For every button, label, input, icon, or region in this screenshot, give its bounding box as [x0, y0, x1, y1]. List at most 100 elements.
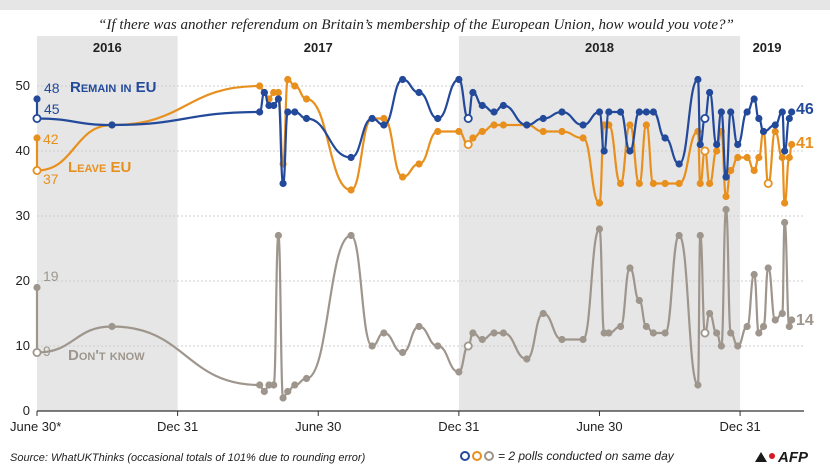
y-tick-30: 30: [16, 208, 30, 223]
legend-hollow-remain: [460, 451, 470, 461]
data-point-remain-31: [616, 108, 625, 116]
data-point-remain-21: [478, 101, 486, 110]
data-point-remain-48: [750, 95, 758, 103]
data-point-dontknow-52: [771, 316, 779, 324]
data-point-dontknow-31: [616, 322, 625, 331]
data-point-remain-7: [274, 95, 282, 103]
start-value-dontknow-0: 19: [43, 268, 59, 284]
data-point-leave-53: [778, 153, 786, 162]
year-label-2018: 2018: [585, 40, 614, 55]
data-point-remain-10: [291, 108, 299, 116]
start-value-remain-1: 45: [44, 101, 60, 117]
data-point-leave-0: [33, 134, 41, 142]
data-point-leave-18: [455, 127, 463, 136]
start-value-leave-1: 37: [43, 171, 59, 187]
data-point-leave-54: [781, 199, 789, 207]
data-point-dontknow-54: [781, 218, 789, 227]
x-tick-label-4: June 30: [576, 419, 622, 434]
y-axis: 0 10 20 30 40 50: [16, 78, 30, 418]
data-point-dontknow-15: [399, 348, 407, 357]
data-point-remain-24: [523, 121, 531, 129]
data-point-dontknow-12: [347, 231, 355, 240]
data-point-leave-33: [635, 179, 643, 188]
data-point-dontknow-11: [302, 374, 311, 383]
y-tick-40: 40: [16, 143, 30, 158]
data-point-remain-2: [108, 121, 116, 129]
data-point-leave-9: [284, 75, 292, 84]
data-point-dontknow-25: [539, 309, 547, 318]
data-point-remain-38: [694, 75, 702, 84]
data-point-dontknow-9: [284, 387, 292, 396]
start-value-remain-0: 48: [44, 80, 60, 96]
data-point-dontknow-47: [743, 322, 751, 331]
data-point-remain-34: [642, 108, 650, 116]
data-point-leave-39: [696, 179, 704, 188]
data-point-remain-8: [279, 179, 287, 188]
start-value-dontknow-1: 9: [43, 343, 51, 359]
data-point-dontknow-41: [706, 309, 714, 318]
data-point-dontknow-10: [291, 381, 299, 389]
data-point-remain-28: [595, 108, 604, 116]
data-point-remain-26: [558, 108, 566, 116]
data-point-leave-34: [642, 121, 650, 129]
data-point-remain-23: [499, 101, 507, 110]
data-point-dontknow-23: [499, 329, 507, 337]
data-point-remain-12: [347, 153, 355, 162]
data-point-remain-35: [649, 108, 657, 116]
data-point-remain-33: [635, 108, 643, 116]
data-point-dontknow-55: [785, 322, 793, 331]
data-point-leave-11: [302, 95, 311, 103]
data-point-dontknow-32: [626, 264, 634, 272]
series-labels: Remain in EU 48 45 46 Leave EU 42 37 41 Don't kn…: [43, 79, 814, 364]
series-layer: [32, 75, 796, 402]
data-point-remain-42: [713, 140, 721, 149]
source-note: Source: WhatUKThinks (occasional totals …: [10, 452, 366, 464]
data-point-dontknow-22: [490, 329, 498, 337]
logo-text: AFP: [777, 449, 809, 466]
data-point-dontknow-50: [759, 322, 768, 331]
data-point-leave-26: [558, 127, 566, 136]
data-point-leave-56: [788, 140, 796, 149]
data-point-dontknow-21: [478, 335, 486, 344]
data-point-dontknow-36: [661, 329, 669, 337]
year-shade-2018: [458, 36, 741, 411]
data-point-remain-17: [434, 114, 442, 123]
end-value-remain: 46: [796, 101, 814, 118]
data-point-remain-0: [33, 95, 41, 103]
data-point-leave-17: [434, 127, 442, 136]
data-point-remain-51: [771, 121, 779, 129]
data-point-remain-6: [270, 101, 278, 110]
logo-mark: [755, 452, 767, 462]
start-value-leave-0: 42: [43, 131, 59, 147]
data-point-remain-29: [600, 147, 608, 155]
data-point-remain-27: [579, 121, 587, 129]
data-point-leave-45: [727, 166, 735, 175]
data-point-leave-37: [675, 179, 683, 188]
data-point-remain-25: [539, 114, 547, 123]
year-labels: 2016 2017 2018 2019: [93, 40, 782, 55]
data-point-leave-25: [539, 127, 547, 136]
data-point-leave-27: [579, 134, 587, 142]
data-point-dontknow-33: [635, 296, 643, 305]
data-point-leave-52: [771, 127, 779, 136]
data-point-leave-7: [274, 88, 282, 97]
gridlines: [37, 85, 804, 412]
data-point-leave-51: [763, 178, 773, 188]
data-point-leave-22: [490, 121, 498, 129]
data-point-remain-41: [706, 88, 714, 97]
x-axis: June 30* Dec 31 June 30 Dec 31 June 30 Dec 31: [10, 411, 761, 434]
data-point-dontknow-17: [434, 342, 442, 350]
end-value-dontknow: 14: [796, 312, 814, 329]
data-point-dontknow-35: [649, 329, 657, 337]
legend-hollow-leave: [472, 451, 482, 461]
data-point-remain-16: [415, 88, 423, 97]
data-point-dontknow-37: [675, 231, 683, 240]
data-point-remain-14: [380, 121, 388, 129]
data-point-dontknow-19: [463, 341, 473, 351]
data-point-leave-1: [32, 165, 42, 175]
data-point-dontknow-4: [260, 387, 268, 396]
data-point-leave-31: [616, 179, 625, 188]
data-point-leave-41: [706, 179, 714, 188]
data-point-dontknow-0: [33, 283, 41, 292]
